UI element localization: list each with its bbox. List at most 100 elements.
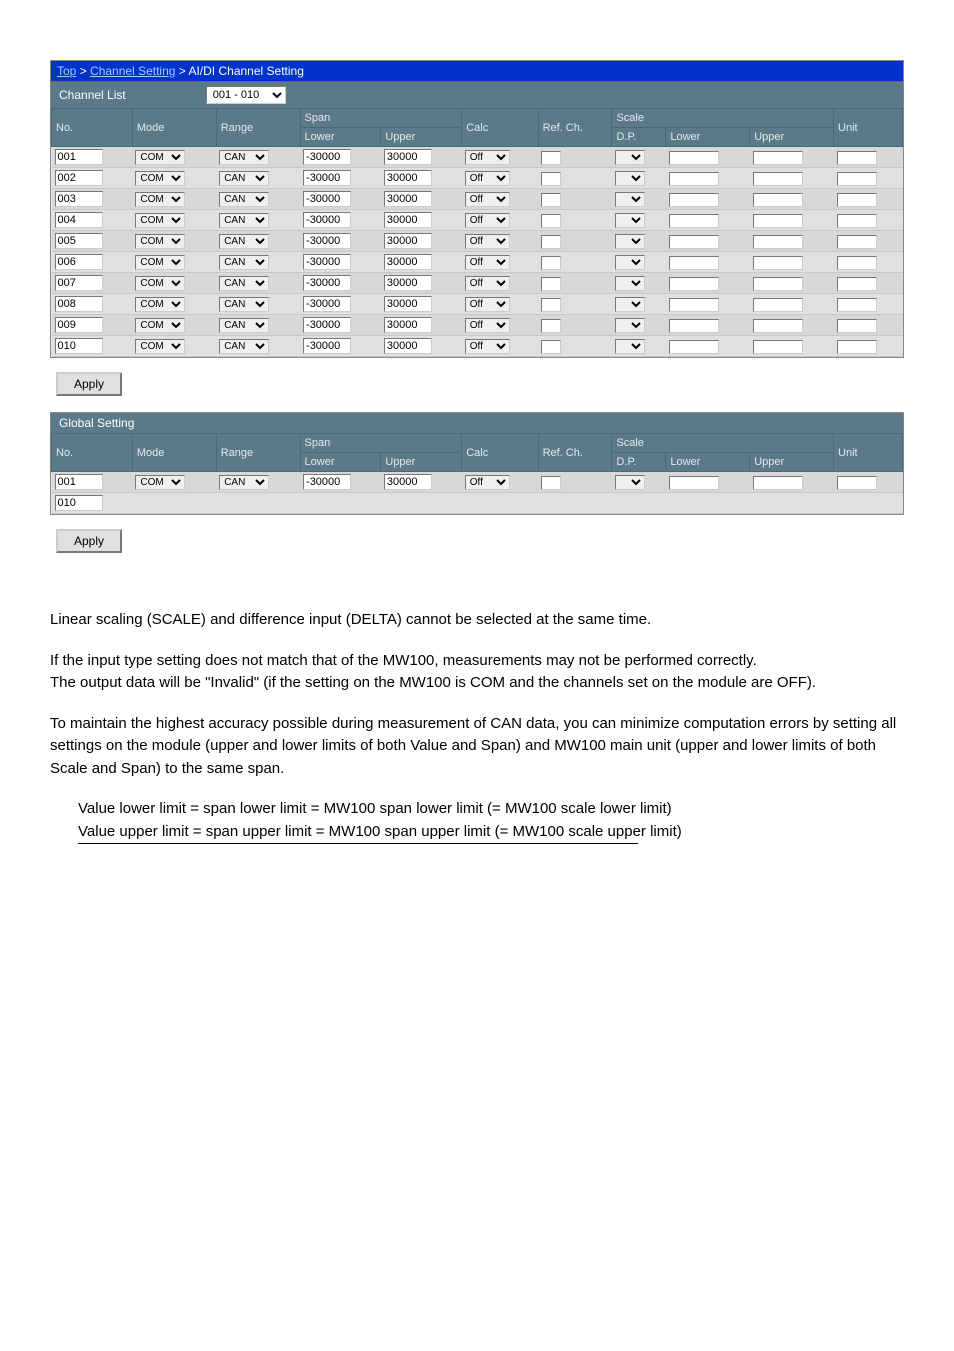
span-upper-input[interactable] [384, 254, 432, 270]
calc-select[interactable]: Off [465, 255, 510, 270]
scale-lower-input[interactable] [669, 151, 719, 165]
breadcrumb-top-link[interactable]: Top [57, 64, 76, 78]
span-upper-input[interactable] [384, 212, 432, 228]
calc-select[interactable]: Off [465, 192, 510, 207]
no-input[interactable] [55, 296, 103, 312]
scale-upper-input[interactable] [753, 298, 803, 312]
range-select[interactable]: CAN [219, 150, 269, 165]
span-upper-input[interactable] [384, 149, 432, 165]
range-select[interactable]: CAN [219, 234, 269, 249]
unit-input[interactable] [837, 151, 877, 165]
no-input[interactable] [55, 191, 103, 207]
dp-select[interactable] [615, 192, 645, 207]
unit-input[interactable] [837, 256, 877, 270]
unit-input[interactable] [837, 277, 877, 291]
no-input[interactable] [55, 317, 103, 333]
range-select[interactable]: CAN [219, 213, 269, 228]
calc-select[interactable]: Off [465, 276, 510, 291]
mode-select[interactable]: COM [135, 171, 185, 186]
breadcrumb-channel-setting-link[interactable]: Channel Setting [90, 64, 175, 78]
mode-select[interactable]: COM [135, 276, 185, 291]
span-upper-input[interactable] [384, 233, 432, 249]
channel-range-select[interactable]: 001 - 010 [206, 86, 286, 104]
scale-lower-input[interactable] [669, 172, 719, 186]
span-lower-input[interactable] [303, 338, 351, 354]
calc-select[interactable]: Off [465, 318, 510, 333]
scale-upper-input[interactable] [753, 193, 803, 207]
no-input[interactable] [55, 474, 103, 490]
dp-select[interactable] [615, 171, 645, 186]
scale-lower-input[interactable] [669, 340, 719, 354]
apply-button-top[interactable]: Apply [56, 372, 122, 396]
range-select[interactable]: CAN [219, 297, 269, 312]
refch-input[interactable] [541, 298, 561, 312]
mode-select[interactable]: COM [135, 297, 185, 312]
calc-select[interactable]: Off [465, 150, 510, 165]
calc-select[interactable]: Off [465, 297, 510, 312]
span-lower-input[interactable] [303, 296, 351, 312]
dp-select[interactable] [615, 150, 645, 165]
scale-upper-input[interactable] [753, 476, 803, 490]
range-select[interactable]: CAN [219, 339, 269, 354]
span-lower-input[interactable] [303, 254, 351, 270]
unit-input[interactable] [837, 340, 877, 354]
range-select[interactable]: CAN [219, 192, 269, 207]
no-input[interactable] [55, 212, 103, 228]
no-input[interactable] [55, 170, 103, 186]
no-input[interactable] [55, 149, 103, 165]
unit-input[interactable] [837, 172, 877, 186]
unit-input[interactable] [837, 298, 877, 312]
refch-input[interactable] [541, 277, 561, 291]
range-select[interactable]: CAN [219, 318, 269, 333]
refch-input[interactable] [541, 476, 561, 490]
calc-select[interactable]: Off [465, 339, 510, 354]
unit-input[interactable] [837, 214, 877, 228]
scale-upper-input[interactable] [753, 151, 803, 165]
scale-upper-input[interactable] [753, 214, 803, 228]
dp-select[interactable] [615, 475, 645, 490]
mode-select[interactable]: COM [135, 234, 185, 249]
scale-lower-input[interactable] [669, 319, 719, 333]
dp-select[interactable] [615, 276, 645, 291]
scale-lower-input[interactable] [669, 476, 719, 490]
span-lower-input[interactable] [303, 317, 351, 333]
unit-input[interactable] [837, 476, 877, 490]
span-lower-input[interactable] [303, 170, 351, 186]
calc-select[interactable]: Off [465, 171, 510, 186]
dp-select[interactable] [615, 213, 645, 228]
dp-select[interactable] [615, 297, 645, 312]
scale-upper-input[interactable] [753, 277, 803, 291]
scale-lower-input[interactable] [669, 298, 719, 312]
refch-input[interactable] [541, 319, 561, 333]
scale-lower-input[interactable] [669, 214, 719, 228]
apply-button-bottom[interactable]: Apply [56, 529, 122, 553]
scale-upper-input[interactable] [753, 172, 803, 186]
scale-lower-input[interactable] [669, 193, 719, 207]
span-lower-input[interactable] [303, 212, 351, 228]
refch-input[interactable] [541, 340, 561, 354]
unit-input[interactable] [837, 235, 877, 249]
span-upper-input[interactable] [384, 170, 432, 186]
scale-upper-input[interactable] [753, 319, 803, 333]
no-input[interactable] [55, 495, 103, 511]
refch-input[interactable] [541, 193, 561, 207]
span-upper-input[interactable] [384, 275, 432, 291]
unit-input[interactable] [837, 193, 877, 207]
mode-select[interactable]: COM [135, 255, 185, 270]
mode-select[interactable]: COM [135, 213, 185, 228]
span-lower-input[interactable] [303, 191, 351, 207]
scale-upper-input[interactable] [753, 256, 803, 270]
span-lower-input[interactable] [303, 275, 351, 291]
refch-input[interactable] [541, 172, 561, 186]
refch-input[interactable] [541, 214, 561, 228]
span-upper-input[interactable] [384, 338, 432, 354]
no-input[interactable] [55, 233, 103, 249]
dp-select[interactable] [615, 255, 645, 270]
no-input[interactable] [55, 275, 103, 291]
no-input[interactable] [55, 338, 103, 354]
mode-select[interactable]: COM [135, 339, 185, 354]
span-upper-input[interactable] [384, 474, 432, 490]
span-lower-input[interactable] [303, 474, 351, 490]
span-upper-input[interactable] [384, 296, 432, 312]
scale-lower-input[interactable] [669, 235, 719, 249]
